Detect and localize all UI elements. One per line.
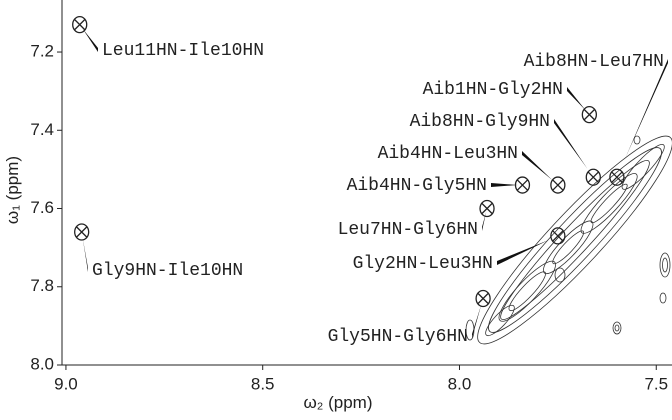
peak xyxy=(550,176,566,194)
x-tick-label: 8.5 xyxy=(251,374,275,393)
pointer xyxy=(482,211,487,231)
pointer xyxy=(497,239,549,265)
peak xyxy=(550,227,566,245)
peak-label: Leu7HN-Gly6HN xyxy=(338,220,478,240)
peak-label: Aib8HN-Leu7HN xyxy=(524,52,664,72)
peak xyxy=(74,223,90,241)
peak xyxy=(479,199,495,218)
peak-label: Leu11HN-Ile10HN xyxy=(102,41,264,61)
pointer xyxy=(567,87,587,111)
peak-label: Aib4HN-Leu3HN xyxy=(378,144,518,164)
x-axis-title: ω₂ (ppm) xyxy=(304,393,373,412)
peak xyxy=(585,168,601,186)
peak xyxy=(581,106,598,124)
y-tick-label: 7.8 xyxy=(30,276,54,295)
peak-label: Gly2HN-Leu3HN xyxy=(353,254,493,274)
diagonal-contours xyxy=(465,135,672,345)
peak xyxy=(609,168,625,186)
pointer xyxy=(472,304,482,338)
peak-label: Gly9HN-Ile10HN xyxy=(92,261,243,281)
peak-label: Aib4HN-Gly5HN xyxy=(347,176,487,196)
x-tick-label: 9.0 xyxy=(54,374,78,393)
peak xyxy=(72,16,88,34)
peak xyxy=(514,176,531,194)
peak-label: Gly5HN-Gly6HN xyxy=(328,327,468,347)
x-tick-label: 7.5 xyxy=(644,374,668,393)
x-tick-label: 8.0 xyxy=(448,374,472,393)
pointer xyxy=(624,59,668,160)
peak-label: Aib8HN-Gly9HN xyxy=(410,112,550,132)
y-tick-label: 7.6 xyxy=(30,198,54,217)
pointer xyxy=(491,183,518,187)
pointer xyxy=(554,119,588,169)
pointer xyxy=(82,28,98,52)
y-tick-label: 8.0 xyxy=(30,354,54,373)
pointer xyxy=(82,237,88,272)
y-tick-label: 7.4 xyxy=(30,120,54,139)
y-tick-label: 7.2 xyxy=(30,42,54,61)
peak-label: Aib1HN-Gly2HN xyxy=(423,80,563,100)
y-axis-title: ω₁ (ppm) xyxy=(3,156,22,224)
pointer xyxy=(522,151,553,181)
peak xyxy=(475,289,491,308)
